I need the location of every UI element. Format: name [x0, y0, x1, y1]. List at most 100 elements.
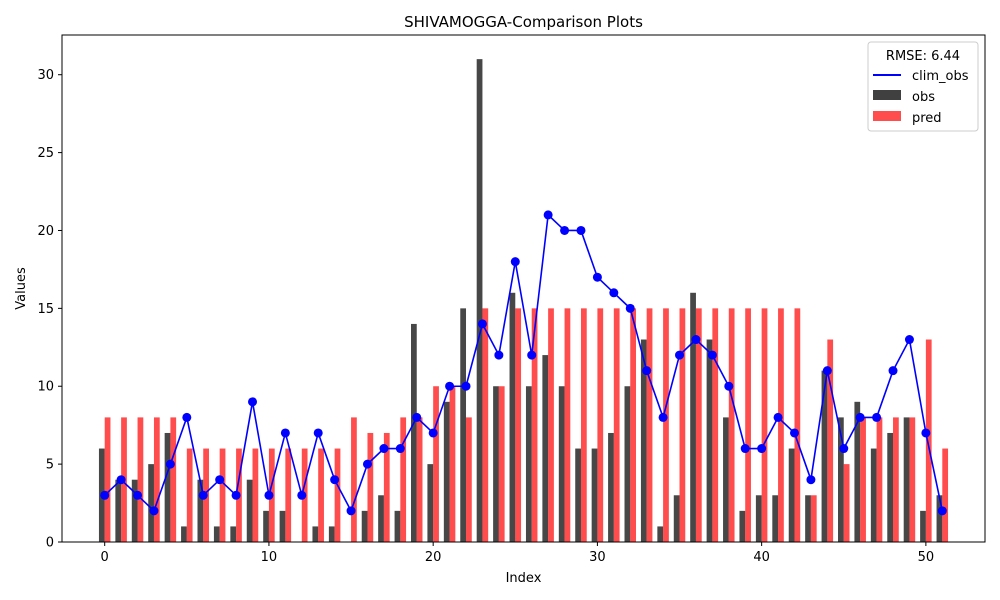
bar-obs — [936, 495, 943, 542]
bar-obs — [723, 417, 729, 542]
bar-pred — [942, 448, 949, 542]
point-clim_obs — [215, 475, 225, 485]
bar-pred — [745, 308, 751, 542]
bar-pred — [104, 417, 111, 542]
bar-obs — [378, 495, 384, 542]
point-clim_obs — [395, 444, 405, 454]
bar-pred — [252, 448, 259, 542]
bar-pred — [613, 308, 620, 542]
bar-obs — [443, 401, 450, 542]
bar-obs — [394, 510, 401, 542]
chart-title: SHIVAMOGGA-Comparison Plots — [404, 13, 643, 31]
bar-pred — [695, 308, 702, 542]
bar-pred — [153, 417, 160, 542]
point-clim_obs — [904, 335, 914, 345]
point-clim_obs — [543, 210, 553, 220]
bar-pred — [580, 308, 587, 542]
bar-obs — [920, 510, 926, 542]
bar-pred — [285, 448, 292, 542]
bar-pred — [925, 339, 932, 542]
bar-pred — [630, 308, 637, 542]
x-axis-label: Index — [506, 571, 542, 586]
y-tick-label: 0 — [46, 536, 54, 551]
point-clim_obs — [248, 397, 258, 407]
bar-pred — [909, 417, 916, 542]
bar-pred — [219, 448, 226, 542]
point-clim_obs — [198, 490, 208, 500]
bar-pred — [137, 417, 144, 542]
bar-obs — [279, 510, 286, 542]
point-clim_obs — [461, 381, 471, 391]
bar-pred — [810, 495, 817, 542]
point-clim_obs — [346, 506, 356, 516]
point-clim_obs — [592, 272, 602, 282]
point-clim_obs — [921, 428, 931, 438]
bar-obs — [246, 479, 253, 542]
point-clim_obs — [625, 303, 635, 313]
bar-obs — [525, 386, 532, 542]
y-tick-label: 15 — [37, 302, 54, 317]
x-tick-label: 20 — [425, 550, 442, 565]
legend-label-clim_obs: clim_obs — [912, 69, 969, 84]
bar-pred — [827, 339, 834, 542]
bar-obs — [148, 464, 154, 542]
bar-obs — [903, 417, 910, 542]
bar-pred — [531, 308, 538, 542]
bar-obs — [821, 370, 828, 542]
y-axis-label: Values — [14, 267, 29, 310]
bar-obs — [542, 355, 549, 542]
bar-obs — [115, 479, 122, 542]
bar-obs — [476, 59, 483, 543]
point-clim_obs — [888, 366, 898, 376]
bar-pred — [876, 417, 883, 542]
x-tick-label: 0 — [101, 550, 109, 565]
bar-pred — [334, 448, 341, 542]
point-clim_obs — [757, 444, 767, 454]
point-clim_obs — [560, 225, 570, 235]
legend-title: RMSE: 6.44 — [886, 49, 960, 64]
bar-pred — [482, 308, 489, 542]
point-clim_obs — [116, 475, 126, 485]
point-clim_obs — [165, 459, 175, 469]
bar-pred — [860, 417, 866, 542]
point-clim_obs — [231, 490, 241, 500]
bar-pred — [515, 308, 522, 542]
bar-obs — [706, 339, 713, 542]
point-clim_obs — [149, 506, 159, 516]
bar-pred — [318, 448, 324, 542]
point-clim_obs — [789, 428, 799, 438]
point-clim_obs — [691, 335, 701, 345]
plot-frame — [61, 34, 986, 543]
point-clim_obs — [609, 288, 619, 298]
bar-pred — [433, 386, 439, 542]
point-clim_obs — [937, 506, 947, 516]
bar-obs — [854, 401, 861, 542]
x-axis: 0 10 20 30 40 50 — [101, 542, 935, 565]
bar-obs — [131, 479, 138, 542]
bar-obs — [410, 323, 417, 542]
bar-pred — [548, 308, 554, 542]
bar-obs — [755, 495, 762, 542]
bar-obs — [640, 339, 647, 542]
bar-obs — [788, 448, 795, 542]
bar-obs — [739, 510, 746, 542]
point-clim_obs — [642, 366, 652, 376]
point-clim_obs — [510, 257, 520, 267]
point-clim_obs — [330, 475, 340, 485]
point-clim_obs — [494, 350, 504, 360]
bar-obs — [509, 292, 516, 542]
bar-obs — [591, 448, 598, 542]
bar-pred — [712, 308, 719, 542]
legend-label-pred: pred — [912, 111, 942, 126]
point-clim_obs — [182, 412, 192, 422]
x-tick-label: 10 — [261, 550, 278, 565]
y-tick-label: 20 — [37, 224, 54, 239]
x-tick-label: 50 — [918, 550, 935, 565]
bar-obs — [312, 526, 319, 542]
bar-obs — [772, 495, 779, 542]
bar-pred — [416, 417, 423, 542]
point-clim_obs — [658, 412, 668, 422]
point-clim_obs — [855, 412, 865, 422]
legend: RMSE: 6.44 clim_obs obs pred — [867, 41, 979, 132]
